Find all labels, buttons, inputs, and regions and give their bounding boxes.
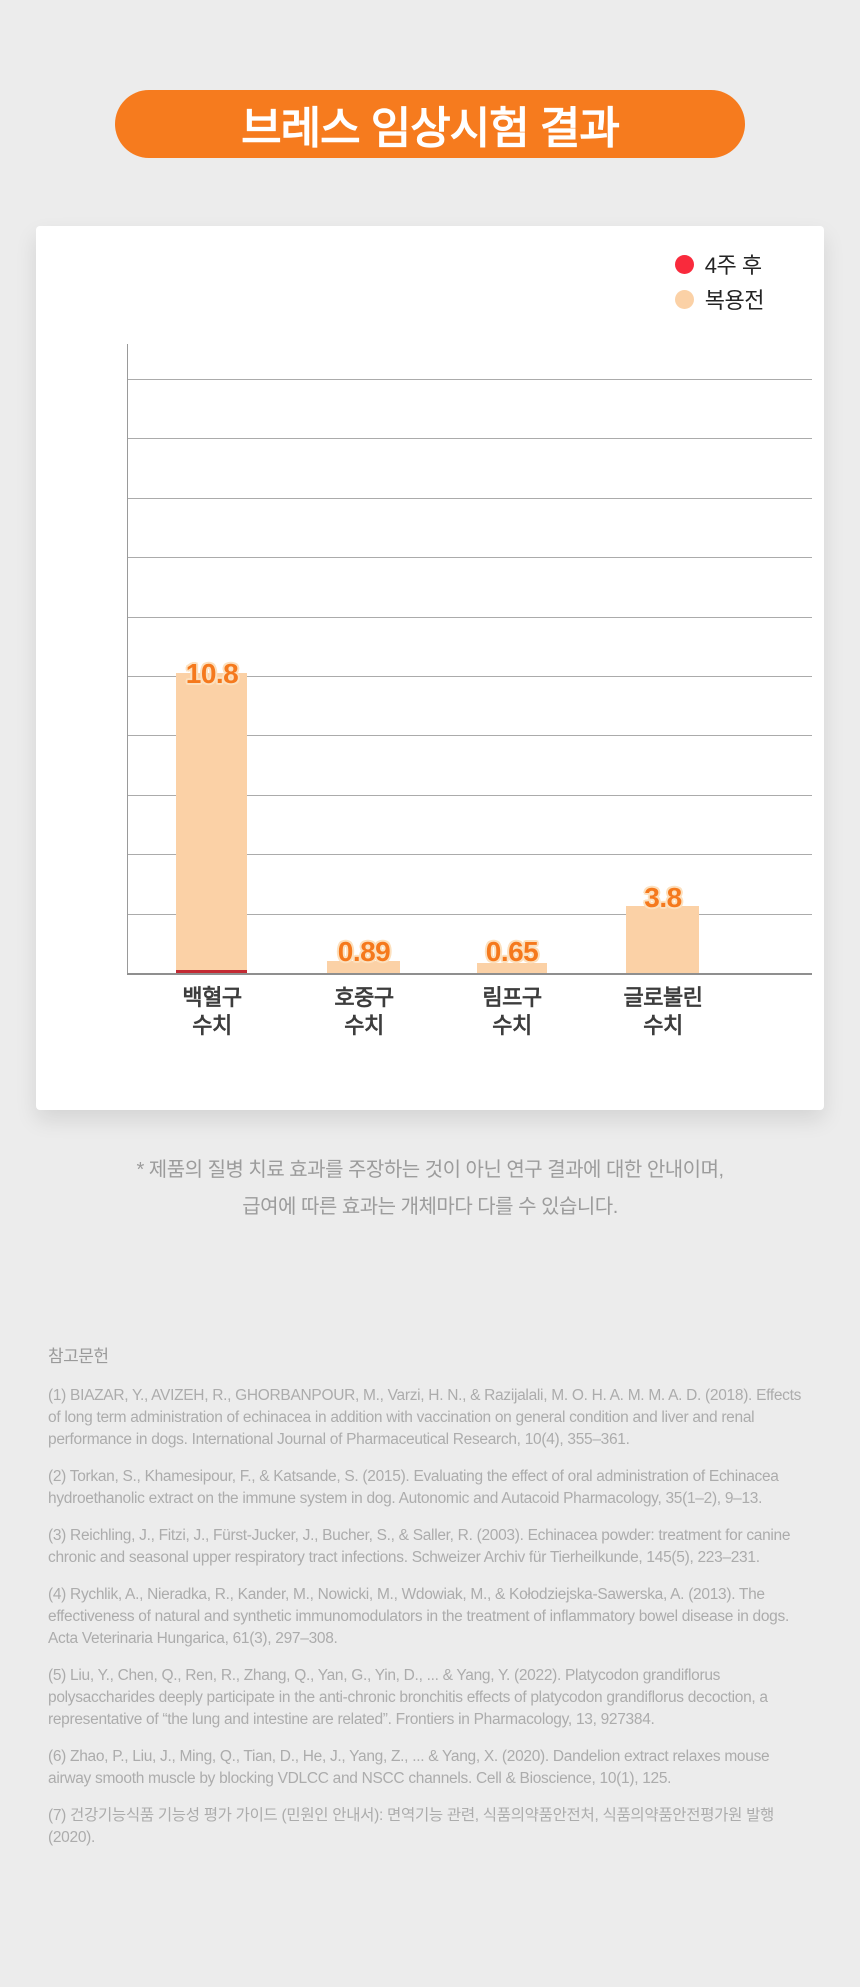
legend-label: 4주 후 (704, 253, 762, 278)
gridline (127, 854, 812, 855)
gridline (127, 795, 812, 796)
bar-before-lymphocyte (477, 963, 547, 973)
bar-value-label: 0.65 (485, 936, 539, 967)
disclaimer-line-1: * 제품의 질병 치료 효과를 주장하는 것이 아닌 연구 결과에 대한 안내이… (136, 1159, 724, 1181)
legend-dot-peach-icon (674, 289, 694, 309)
references-section: 참고문헌 (1) BIAZAR, Y., AVIZEH, R., GHORBAN… (48, 1342, 816, 1864)
category-label-neutrophil: 호중구 수치 (334, 985, 394, 1038)
legend-item-before-dosing: 복용전 (674, 285, 765, 313)
reference-item: (1) BIAZAR, Y., AVIZEH, R., GHORBANPOUR,… (48, 1387, 802, 1448)
category-label-wbc: 백혈구 수치 (182, 985, 242, 1038)
reference-item: (4) Rychlik, A., Nieradka, R., Kander, M… (48, 1586, 789, 1647)
references-heading: 참고문헌 (48, 1347, 109, 1366)
reference-item: (5) Liu, Y., Chen, Q., Ren, R., Zhang, Q… (48, 1667, 768, 1728)
reference-item: (3) Reichling, J., Fitzi, J., Fürst-Juck… (48, 1527, 791, 1566)
bar-value-label: 0.89 (337, 936, 391, 967)
gridline (127, 676, 812, 677)
gridline (127, 438, 812, 439)
disclaimer: * 제품의 질병 치료 효과를 주장하는 것이 아닌 연구 결과에 대한 안내이… (0, 1152, 860, 1226)
category-label-lymphocyte: 림프구 수치 (482, 985, 542, 1038)
page-title: 브레스 임상시험 결과 (241, 104, 620, 153)
bar-after-wbc (176, 970, 247, 973)
gridline (127, 617, 812, 618)
legend-item-after-4-weeks: 4주 후 (674, 250, 762, 278)
reference-item: (2) Torkan, S., Khamesipour, F., & Katsa… (48, 1468, 779, 1507)
bar-before-wbc (176, 673, 247, 973)
legend-label: 복용전 (704, 288, 765, 313)
chart-card: 4주 후 복용전 10.8 0.89 0.65 3.8 (36, 226, 824, 1110)
bar-before-neutrophil (327, 961, 400, 973)
gridline (127, 498, 812, 499)
title-banner: 브레스 임상시험 결과 (115, 90, 745, 158)
reference-item: (6) Zhao, P., Liu, J., Ming, Q., Tian, D… (48, 1748, 770, 1787)
x-axis-line (127, 973, 812, 975)
legend-dot-red-icon (674, 254, 694, 274)
gridline (127, 914, 812, 915)
gridline (127, 735, 812, 736)
bar-value-label: 10.8 (185, 658, 239, 689)
gridline (127, 557, 812, 558)
y-axis-line (127, 344, 128, 974)
gridline (127, 379, 812, 380)
chart-legend: 4주 후 복용전 (674, 250, 765, 313)
reference-item: (7) 건강기능식품 기능성 평가 가이드 (민원인 안내서): 면역기능 관련… (48, 1807, 775, 1846)
category-label-globulin: 글로불린 수치 (623, 985, 703, 1038)
disclaimer-line-2: 급여에 따른 효과는 개체마다 다를 수 있습니다. (242, 1196, 618, 1218)
bar-before-globulin (626, 906, 699, 973)
bar-value-label: 3.8 (644, 882, 682, 913)
